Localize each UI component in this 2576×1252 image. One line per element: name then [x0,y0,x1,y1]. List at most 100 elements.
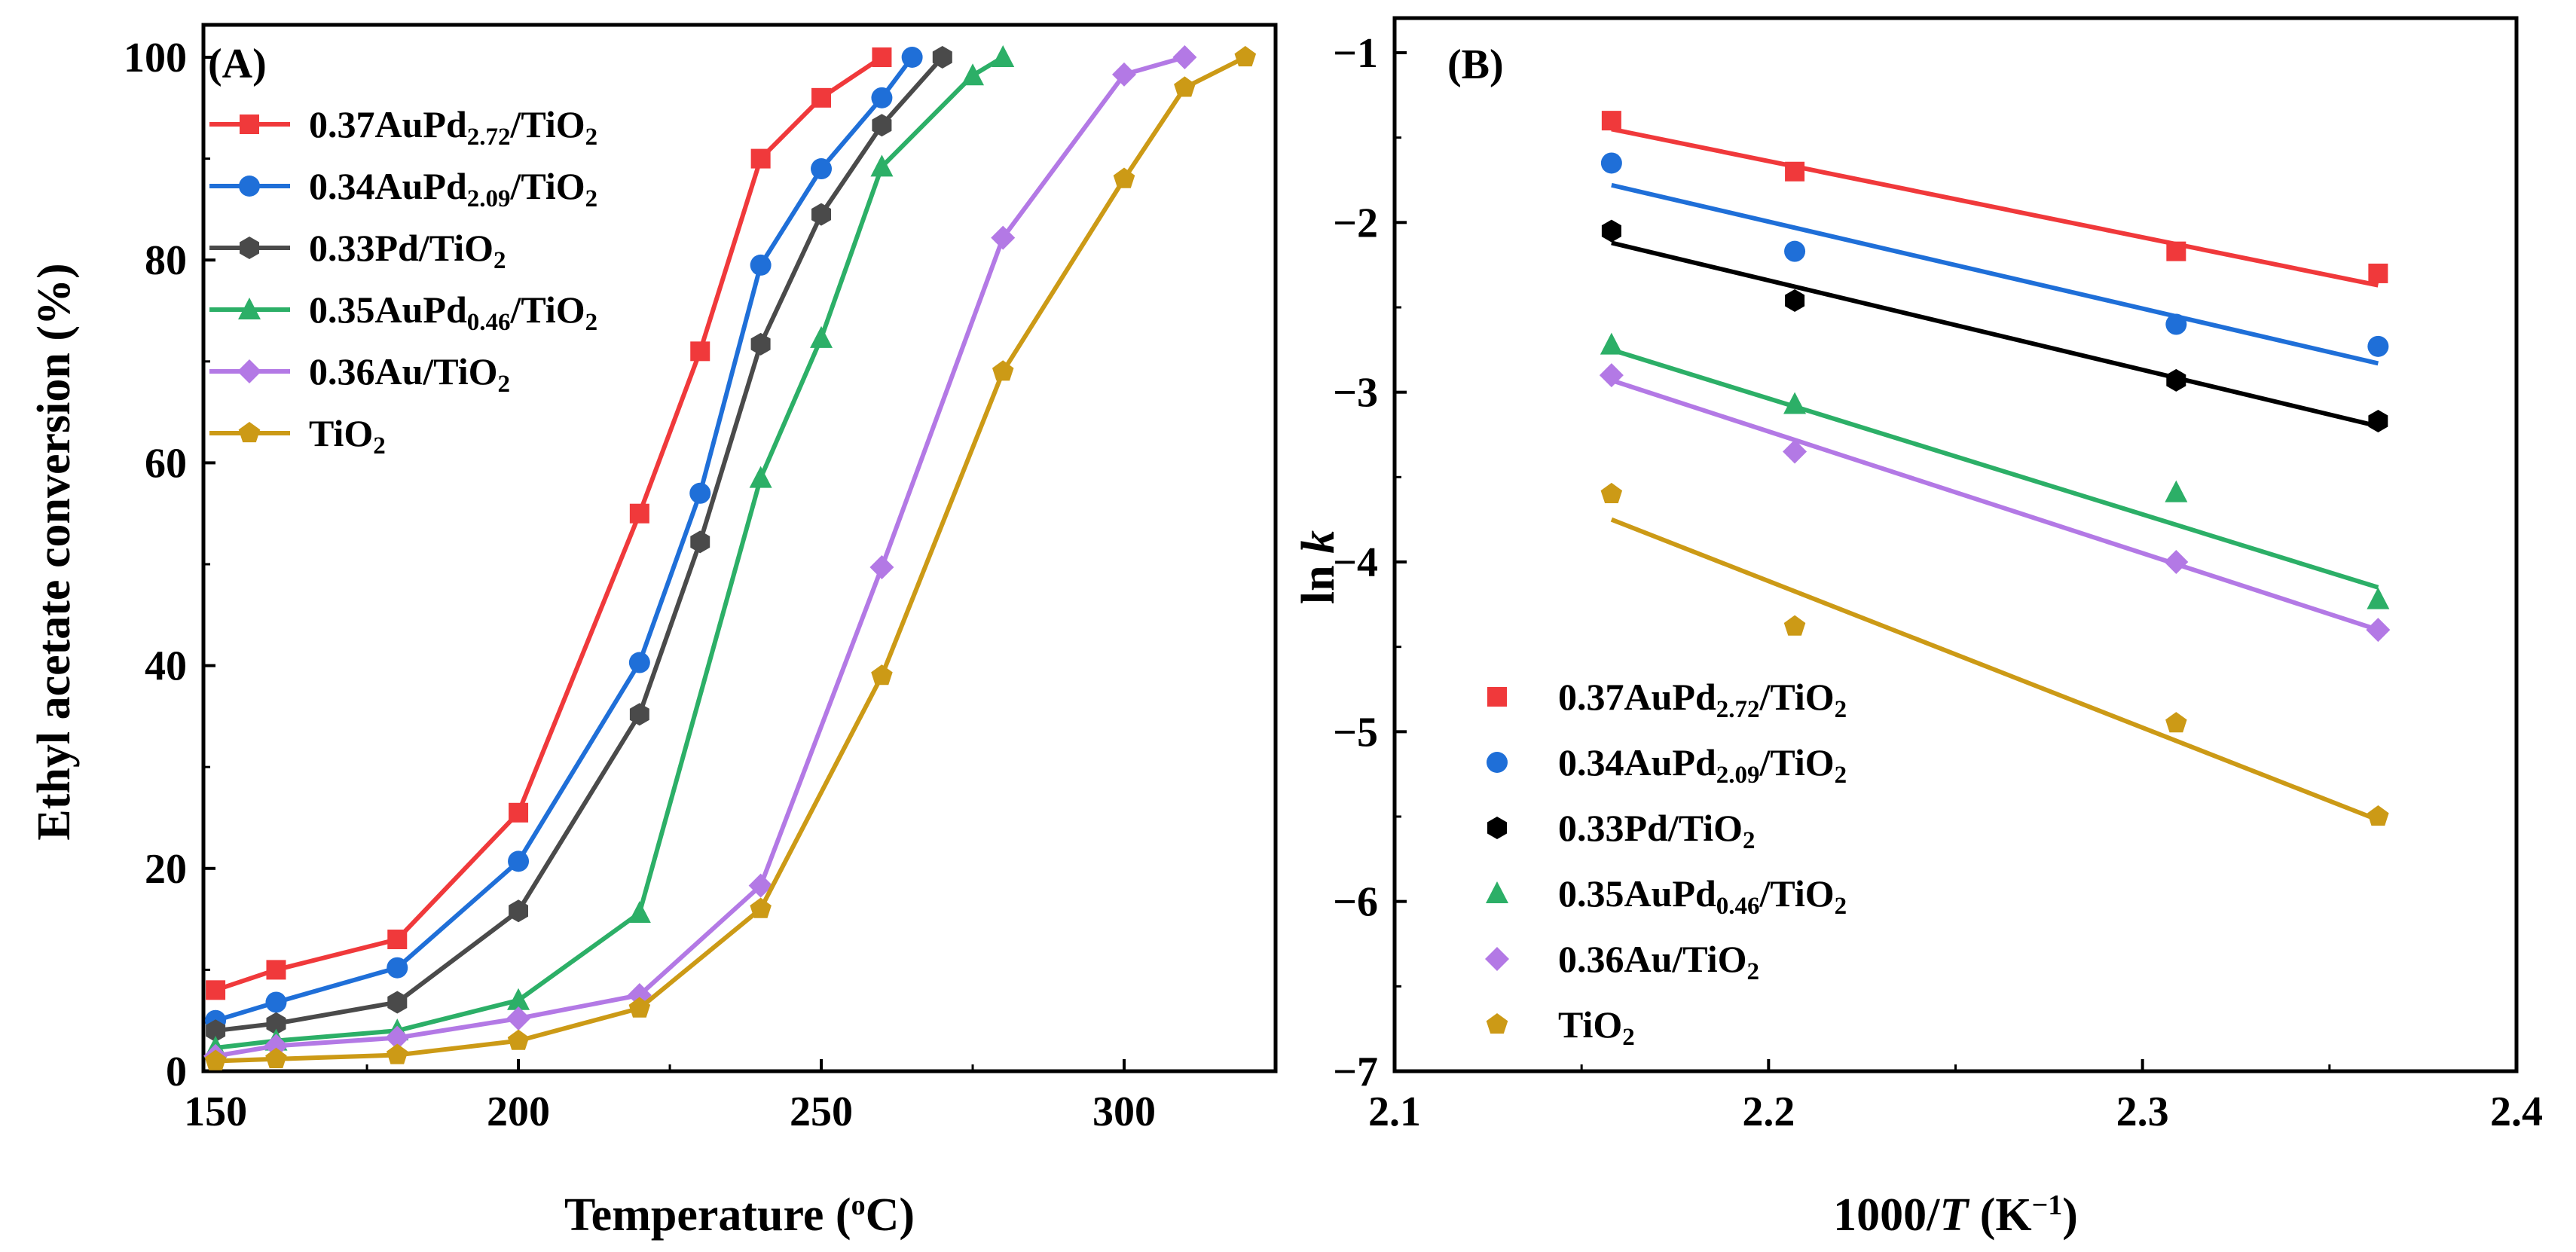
data-point [2368,410,2388,432]
legend-marker [1487,687,1507,707]
data-point [508,850,530,872]
series-0.36Au/TiO2 [1599,363,2391,643]
data-point [265,1047,287,1068]
legend-label: 0.33Pd/TiO2 [1558,807,1755,854]
legend-marker [238,422,261,443]
data-point [992,360,1014,381]
data-point [2368,263,2388,283]
legend-marker [238,298,261,319]
y-tick-label: −5 [1333,709,1378,756]
y-tick-label: −1 [1333,30,1378,77]
panel-label-b: (B) [1447,41,1504,88]
y-axis-title: ln k [1293,530,1344,604]
data-point [1599,363,1624,388]
legend-label: 0.36Au/TiO2 [1558,938,1759,985]
series-0.35AuPd0.46/TiO2 [1600,332,2390,609]
legend-label: 0.35AuPd0.46/TiO2 [309,289,597,336]
legend-marker [1487,817,1507,839]
data-point [385,1025,410,1050]
legend-label: 0.36Au/TiO2 [309,350,510,398]
data-point [811,158,833,180]
legend-label: 0.33Pd/TiO2 [309,227,506,274]
data-point [689,482,711,504]
data-point [901,47,923,68]
data-point [1600,152,1622,174]
data-point [1174,76,1196,97]
data-point [1783,615,1806,636]
series-TiO2 [1600,482,2389,826]
legend-marker [237,359,261,383]
data-point [206,1019,226,1043]
x-axis-title: Temperature (oC) [564,1189,915,1241]
data-point [1601,111,1621,131]
data-point [690,530,710,554]
series-0.33Pd/TiO2 [1601,219,2388,432]
series-0.33Pd/TiO2 [206,46,952,1043]
data-point [206,980,226,1000]
data-point [628,997,651,1018]
legend-marker [240,115,259,134]
data-point [509,802,529,823]
data-point [2166,368,2186,392]
data-point [387,1043,408,1064]
data-point [2165,480,2188,502]
data-point [690,341,710,362]
legend-marker [1486,881,1508,903]
y-tick-label: 20 [145,846,187,893]
data-point [1113,167,1135,188]
series-0.37AuPd2.72/TiO2 [1601,111,2388,288]
data-point [1783,392,1807,414]
data-point [870,154,894,177]
legend-label: TiO2 [1558,1003,1635,1051]
data-point [871,664,893,686]
data-point [872,114,892,137]
data-point [991,225,1016,250]
y-tick-label: −3 [1333,370,1378,417]
x-tick-label: 200 [487,1089,550,1135]
legend-marker [239,176,260,197]
data-point [750,148,771,169]
data-point [871,87,893,108]
y-axis-title: Ethyl acetate conversion (%) [29,263,80,840]
data-point [1172,45,1197,69]
y-tick-label: 100 [124,35,187,81]
data-point [2367,805,2389,826]
series-0.37AuPd2.72/TiO2 [206,47,892,1000]
data-point [264,1034,289,1058]
data-point [507,1029,530,1050]
data-point [204,1049,227,1070]
panel-a: 150 200 250 300 0 20 40 60 80 100 Temperature (oC)… [29,23,1278,1241]
series-line [215,56,915,1023]
x-tick-label: 150 [184,1089,247,1135]
data-point [1785,161,1805,182]
y-tick-label: −2 [1333,200,1378,246]
data-point [2367,587,2390,609]
data-point [1784,240,1806,262]
data-point [810,325,833,348]
series-0.36Au/TiO2 [203,45,1197,1068]
data-point [961,63,985,86]
data-point [1601,219,1621,243]
legend-label: 0.34AuPd2.09/TiO2 [1558,741,1847,789]
data-point [387,991,408,1014]
x-tick-label: 2.3 [2116,1089,2169,1135]
x-tick-label: 2.2 [1742,1089,1795,1135]
data-point [628,901,651,924]
x-tick-label: 2.1 [1368,1089,1421,1135]
fit-line [1611,127,2379,288]
fit-line [1611,182,2379,366]
series-line [215,55,1004,1050]
data-point [1783,439,1807,464]
legend-label: 0.34AuPd2.09/TiO2 [309,165,597,212]
data-point [2367,335,2389,357]
data-point [1785,289,1805,312]
panel-a-frame [201,23,1278,1073]
data-point [507,988,530,1010]
fit-line [1610,378,2379,632]
y-tick-label: −7 [1333,1049,1378,1095]
fit-line [1611,240,2379,429]
legend-label: 0.37AuPd2.72/TiO2 [1558,676,1847,723]
data-point [2165,712,2187,733]
y-tick-label: 80 [145,237,187,284]
